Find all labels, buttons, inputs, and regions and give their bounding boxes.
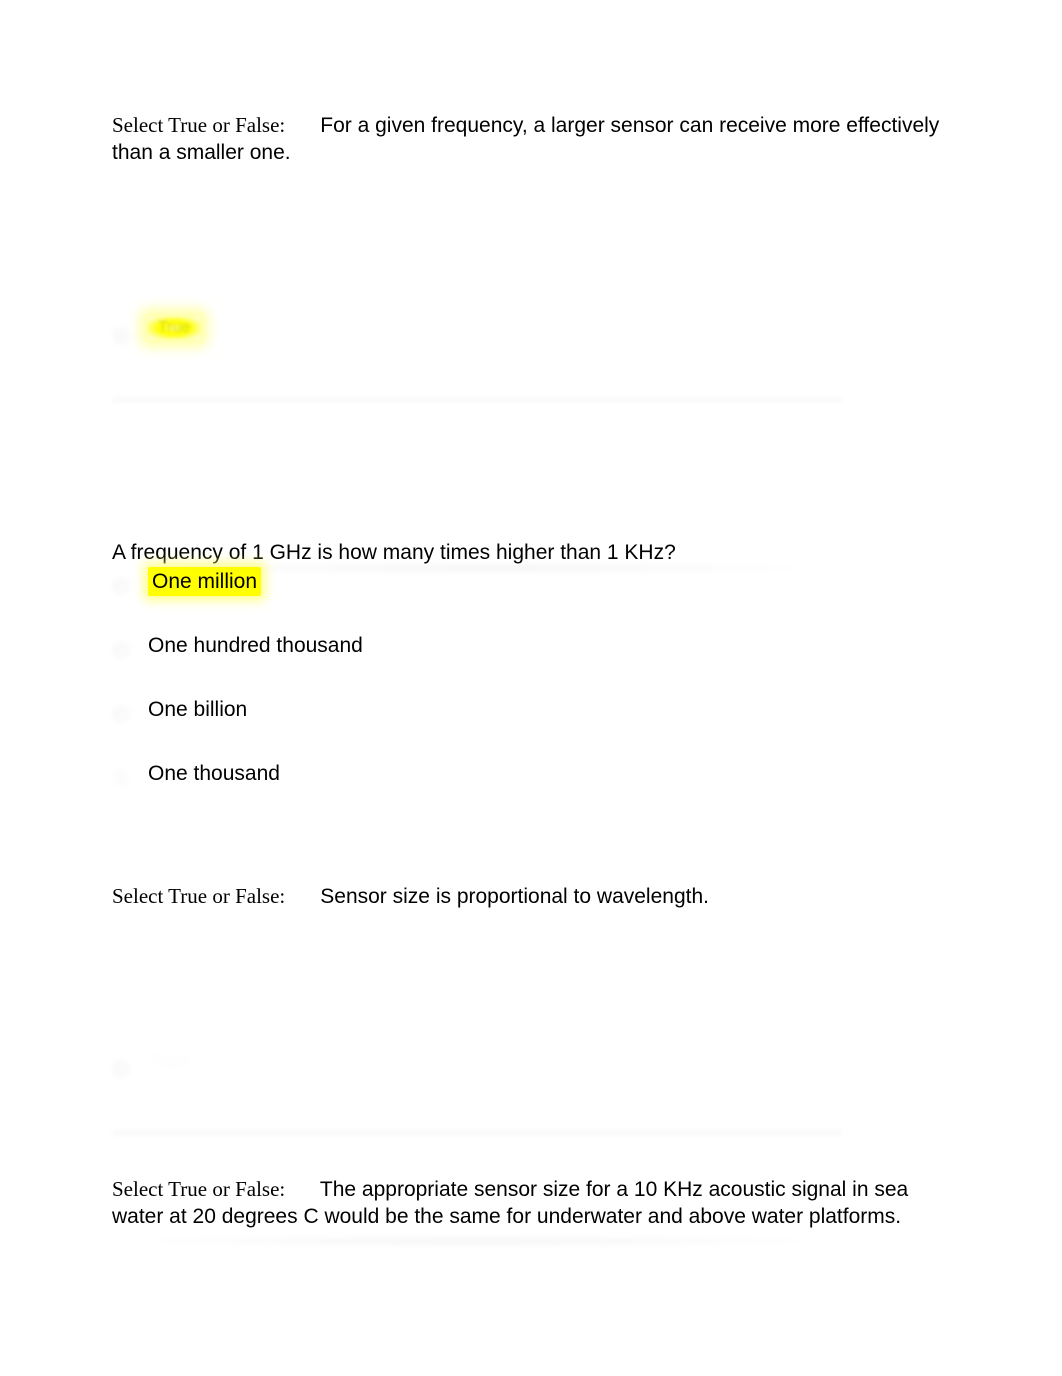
quiz-document: Select True or False: For a given freque… bbox=[0, 0, 1062, 1230]
radio-icon[interactable] bbox=[112, 769, 130, 787]
question-2: A frequency of 1 GHz is how many times h… bbox=[112, 541, 950, 793]
blur-strip bbox=[112, 1236, 842, 1246]
option-row[interactable]: One billion bbox=[112, 695, 950, 729]
question-1-text: Select True or False: For a given freque… bbox=[112, 112, 950, 167]
tf-prompt-label: Select True or False: bbox=[112, 113, 285, 137]
divider bbox=[112, 397, 842, 403]
q3-answer-ghost: True bbox=[148, 1050, 190, 1074]
question-3-statement: Sensor size is proportional to wavelengt… bbox=[320, 885, 709, 908]
radio-icon[interactable] bbox=[112, 641, 130, 659]
option-label: One hundred thousand bbox=[148, 631, 363, 660]
tf-prompt-label: Select True or False: bbox=[112, 884, 285, 908]
option-row[interactable]: One hundred thousand bbox=[112, 631, 950, 665]
question-4: Select True or False: The appropriate se… bbox=[112, 1176, 950, 1231]
option-label: One billion bbox=[148, 695, 247, 724]
blur-strip bbox=[140, 563, 840, 573]
radio-icon[interactable] bbox=[112, 327, 130, 345]
option-label: One thousand bbox=[148, 759, 280, 788]
radio-icon[interactable] bbox=[112, 577, 130, 595]
question-2-options: One million One hundred thousand One bil… bbox=[112, 567, 950, 793]
radio-icon[interactable] bbox=[112, 705, 130, 723]
question-4-text: Select True or False: The appropriate se… bbox=[112, 1176, 950, 1231]
divider bbox=[112, 1130, 842, 1136]
q3-answer-row: True bbox=[112, 1050, 950, 1084]
question-1: Select True or False: For a given freque… bbox=[112, 112, 950, 167]
q1-answer-row: True bbox=[112, 317, 950, 351]
option-row[interactable]: One thousand bbox=[112, 759, 950, 793]
radio-icon[interactable] bbox=[112, 1060, 130, 1078]
question-2-text: A frequency of 1 GHz is how many times h… bbox=[112, 541, 950, 565]
question-3: Select True or False: Sensor size is pro… bbox=[112, 883, 950, 910]
tf-prompt-label: Select True or False: bbox=[112, 1177, 285, 1201]
q1-answer-highlight: True bbox=[148, 317, 200, 339]
question-3-text: Select True or False: Sensor size is pro… bbox=[112, 883, 950, 910]
